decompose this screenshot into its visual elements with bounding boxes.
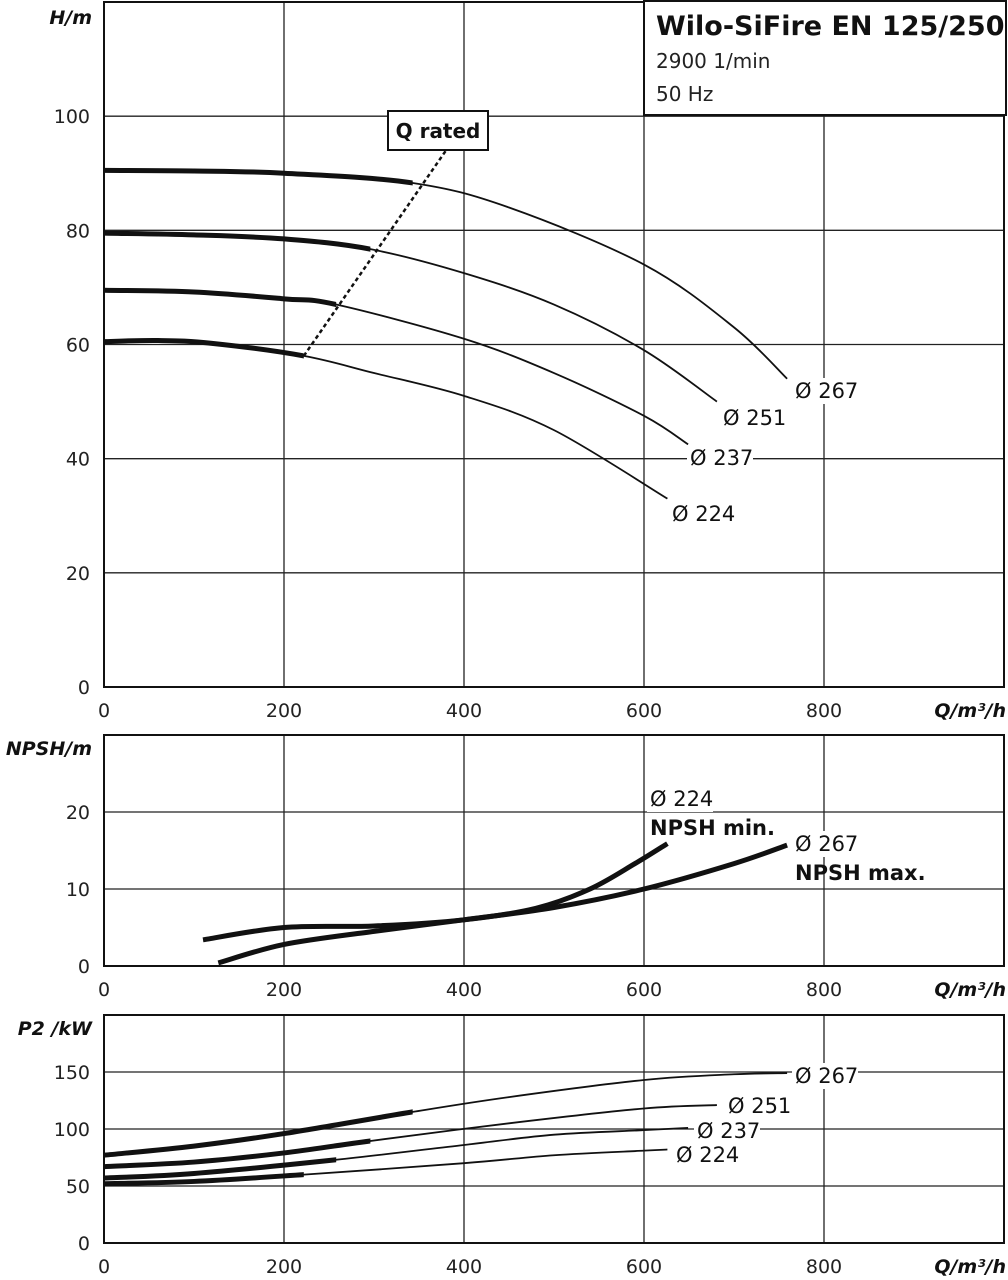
x-tick-label: 800 (806, 979, 842, 1001)
x-tick-label: 600 (626, 700, 662, 722)
label-background (669, 501, 735, 527)
label-background (725, 1093, 791, 1119)
curve-267 (103, 169, 788, 380)
npsh-panel: 0 200 400 600 800 0 10 20 NPSH/m Q/m³/h Ø 224 NPSH … (6, 734, 1006, 1001)
curve-operating-range (103, 1172, 304, 1187)
y-axis-label: H/m (49, 7, 92, 29)
curve-251 (103, 232, 718, 403)
y-tick-label: 40 (66, 449, 90, 471)
curve-operating-range (103, 337, 304, 359)
npsh-type-label: NPSH max. (795, 861, 926, 885)
curve-label: Ø 251 (728, 1094, 791, 1118)
x-tick-label: 800 (806, 1256, 842, 1278)
label-background (720, 405, 786, 431)
label-background (792, 378, 858, 404)
x-tick-label: 200 (266, 1256, 302, 1278)
y-tick-label: 0 (78, 1233, 90, 1255)
q-rated-box (387, 110, 489, 151)
x-axis-label: Q/m³/h (934, 1256, 1006, 1278)
label-background (673, 1142, 739, 1168)
x-tick-label: 600 (626, 1256, 662, 1278)
plot-frame (103, 734, 1005, 967)
chart-title: Wilo-SiFire EN 125/250 (656, 11, 1005, 42)
y-tick-label: 60 (66, 335, 90, 357)
y-tick-label: 20 (66, 563, 90, 585)
x-axis-label: Q/m³/h (934, 979, 1006, 1001)
x-tick-label: 0 (98, 700, 110, 722)
chart-frequency: 50 Hz (656, 82, 713, 106)
x-tick-label: 600 (626, 979, 662, 1001)
curve-operating-range (103, 1109, 413, 1158)
curve-operating-range (103, 1138, 371, 1170)
npsh-curve (217, 842, 788, 966)
curve-label: Ø 267 (795, 832, 858, 856)
label-background (687, 445, 753, 471)
curve-237 (103, 289, 689, 446)
x-axis-label: Q/m³/h (934, 700, 1006, 722)
curve-operating-range (103, 167, 413, 186)
curve-label: Ø 267 (795, 1064, 858, 1088)
y-tick-label: 100 (54, 106, 90, 128)
curve-label: Ø 237 (690, 446, 753, 470)
y-tick-label: 0 (78, 956, 90, 978)
curve-224 (103, 339, 668, 500)
y-axis-label: NPSH/m (6, 738, 92, 760)
curve-label: Ø 237 (697, 1119, 760, 1143)
plot-frame (103, 1014, 1005, 1244)
x-tick-label: 400 (446, 700, 482, 722)
q-rated-label: Q rated (396, 119, 481, 143)
y-tick-label: 10 (66, 879, 90, 901)
chart-speed: 2900 1/min (656, 49, 770, 73)
curve-operating-range (103, 287, 337, 308)
y-tick-label: 100 (54, 1119, 90, 1141)
curve-label: Ø 251 (723, 406, 786, 430)
x-tick-label: 0 (98, 979, 110, 1001)
label-background (694, 1118, 760, 1144)
y-tick-label: 50 (66, 1176, 90, 1198)
y-tick-label: 0 (78, 677, 90, 699)
curve-label: Ø 224 (676, 1143, 739, 1167)
x-tick-label: 400 (446, 1256, 482, 1278)
label-background (647, 786, 713, 812)
curve-operating-range (103, 230, 371, 252)
y-tick-label: 80 (66, 220, 90, 242)
x-tick-label: 200 (266, 700, 302, 722)
plot-frame (103, 1, 1005, 688)
curve-operating-range (103, 1157, 337, 1181)
x-tick-label: 0 (98, 1256, 110, 1278)
x-tick-label: 200 (266, 979, 302, 1001)
head-panel: 0 200 400 600 800 0 20 40 60 80 100 H/m Q/m³/h Ø 267 Ø… (49, 1, 1006, 722)
y-axis-label: P2 /kW (18, 1018, 93, 1040)
x-tick-label: 400 (446, 979, 482, 1001)
y-tick-label: 150 (54, 1062, 90, 1084)
title-box: Wilo-SiFire EN 125/250 2900 1/min 50 Hz (643, 0, 1007, 116)
curve-label: Ø 267 (795, 379, 858, 403)
curve-label: Ø 224 (650, 787, 713, 811)
label-background (792, 831, 858, 857)
curve-label: Ø 224 (672, 502, 735, 526)
label-background (792, 1063, 858, 1089)
y-tick-label: 20 (66, 802, 90, 824)
npsh-type-label: NPSH min. (650, 816, 775, 840)
x-tick-label: 800 (806, 700, 842, 722)
